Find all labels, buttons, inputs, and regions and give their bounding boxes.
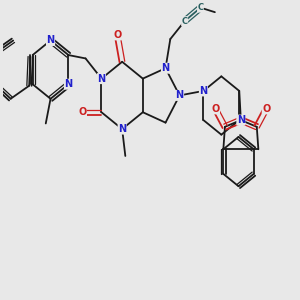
Text: C: C (182, 16, 188, 26)
Text: O: O (262, 104, 270, 114)
Text: N: N (98, 74, 106, 84)
Text: N: N (46, 35, 55, 46)
Text: N: N (161, 63, 169, 73)
Text: N: N (64, 79, 73, 89)
Text: N: N (237, 115, 245, 125)
Text: N: N (176, 90, 184, 100)
Text: N: N (200, 86, 208, 96)
Text: O: O (211, 104, 220, 114)
Text: C: C (197, 3, 204, 12)
Text: N: N (118, 124, 126, 134)
Text: O: O (78, 107, 86, 117)
Text: O: O (113, 30, 122, 40)
